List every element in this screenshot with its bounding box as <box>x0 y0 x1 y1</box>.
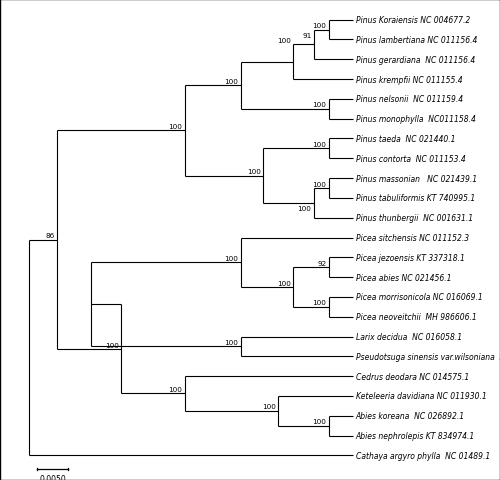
Text: Larix decidua  NC 016058.1: Larix decidua NC 016058.1 <box>356 332 462 341</box>
Text: 100: 100 <box>224 255 238 261</box>
Text: Cedrus deodara NC 014575.1: Cedrus deodara NC 014575.1 <box>356 372 469 381</box>
Text: 92: 92 <box>317 260 326 266</box>
Text: 100: 100 <box>105 342 118 348</box>
Text: Pinus contorta  NC 011153.4: Pinus contorta NC 011153.4 <box>356 155 466 164</box>
Text: 86: 86 <box>46 233 55 239</box>
Text: Pinus massonian   NC 021439.1: Pinus massonian NC 021439.1 <box>356 174 477 183</box>
Text: 100: 100 <box>298 205 312 211</box>
Text: 0.0050: 0.0050 <box>39 474 66 480</box>
Text: 100: 100 <box>224 339 238 345</box>
Text: 100: 100 <box>312 102 326 108</box>
Text: Keteleeria davidiana NC 011930.1: Keteleeria davidiana NC 011930.1 <box>356 392 486 401</box>
Text: Cathaya argyro phylla  NC 01489.1: Cathaya argyro phylla NC 01489.1 <box>356 451 490 460</box>
Text: Picea sitchensis NC 011152.3: Picea sitchensis NC 011152.3 <box>356 234 469 242</box>
Text: Picea neoveitchii  MH 986606.1: Picea neoveitchii MH 986606.1 <box>356 312 476 322</box>
Text: Pinus gerardiana  NC 011156.4: Pinus gerardiana NC 011156.4 <box>356 56 475 65</box>
Text: Pinus Koraiensis NC 004677.2: Pinus Koraiensis NC 004677.2 <box>356 16 470 25</box>
Text: 100: 100 <box>312 300 326 306</box>
Text: 100: 100 <box>168 124 182 130</box>
Text: Pinus thunbergii  NC 001631.1: Pinus thunbergii NC 001631.1 <box>356 214 473 223</box>
Text: Picea jezoensis KT 337318.1: Picea jezoensis KT 337318.1 <box>356 253 465 262</box>
Text: 100: 100 <box>312 419 326 424</box>
Text: Pinus tabuliformis KT 740995.1: Pinus tabuliformis KT 740995.1 <box>356 194 475 203</box>
Text: 100: 100 <box>312 142 326 148</box>
Text: 100: 100 <box>312 23 326 29</box>
Text: 100: 100 <box>247 169 261 175</box>
Text: Abies koreana  NC 026892.1: Abies koreana NC 026892.1 <box>356 411 465 420</box>
Text: Pinus lambertiana NC 011156.4: Pinus lambertiana NC 011156.4 <box>356 36 477 45</box>
Text: 100: 100 <box>277 38 291 44</box>
Text: 100: 100 <box>277 280 291 286</box>
Text: Pinus monophylla  NC011158.4: Pinus monophylla NC011158.4 <box>356 115 476 124</box>
Text: 91: 91 <box>302 33 312 39</box>
Text: 100: 100 <box>312 181 326 187</box>
Text: Picea abies NC 021456.1: Picea abies NC 021456.1 <box>356 273 452 282</box>
Text: Pinus taeda  NC 021440.1: Pinus taeda NC 021440.1 <box>356 135 456 144</box>
Text: Pinus krempfii NC 011155.4: Pinus krempfii NC 011155.4 <box>356 75 463 84</box>
Text: Picea morrisonicola NC 016069.1: Picea morrisonicola NC 016069.1 <box>356 293 482 302</box>
Text: Pseudotsuga sinensis var.wilsoniana  NC 016064.1: Pseudotsuga sinensis var.wilsoniana NC 0… <box>356 352 500 361</box>
Text: Pinus nelsonii  NC 011159.4: Pinus nelsonii NC 011159.4 <box>356 95 463 104</box>
Text: 100: 100 <box>262 404 276 409</box>
Text: Abies nephrolepis KT 834974.1: Abies nephrolepis KT 834974.1 <box>356 431 475 440</box>
Text: 100: 100 <box>168 386 182 392</box>
Text: 100: 100 <box>224 79 238 84</box>
